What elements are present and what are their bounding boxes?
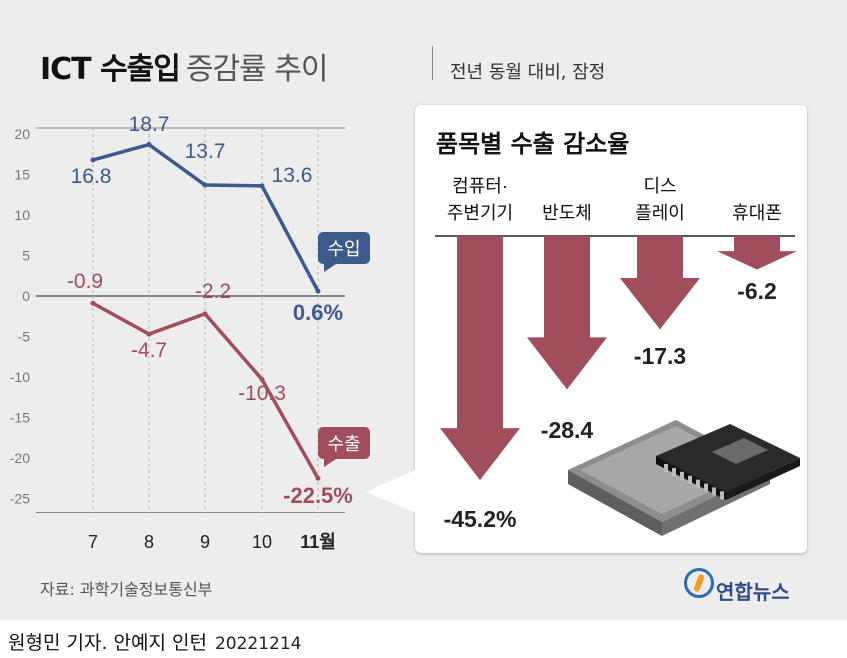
- callout-wedge: [366, 470, 415, 512]
- bar-category-label: 플레이: [635, 203, 685, 223]
- yonhap-logo-text: 연합뉴스: [716, 580, 790, 604]
- bar-arrow: [717, 236, 797, 270]
- data-point: [90, 157, 96, 163]
- data-label: -22.5%: [283, 483, 353, 508]
- bar-arrow: [620, 236, 700, 330]
- data-label: 0.6%: [293, 300, 343, 325]
- bar-arrow: [440, 236, 520, 481]
- y-tick-label: 0: [22, 288, 30, 304]
- bar-category-label: 컴퓨터·: [452, 176, 508, 196]
- bar-category-label: 반도체: [542, 203, 592, 223]
- import-series-tag-pointer: [324, 264, 336, 272]
- data-label: 16.8: [71, 165, 112, 188]
- chip-black-side-right: [726, 458, 800, 500]
- y-tick-label: 20: [14, 126, 30, 142]
- chip-pin: [720, 491, 724, 500]
- bar-value-label: -17.3: [634, 343, 686, 369]
- data-point: [146, 331, 152, 337]
- import-series-tag-box: [318, 232, 370, 264]
- chip-pin: [704, 483, 708, 492]
- chip-pin: [696, 479, 700, 488]
- x-tick-label: 9: [200, 532, 210, 552]
- chip-pin: [688, 475, 692, 484]
- bar-chart-title: 품목별 수출 감소율: [436, 130, 630, 158]
- y-tick-label: 10: [14, 207, 30, 223]
- data-label: -10.3: [238, 382, 286, 405]
- credit-names: 원형민 기자. 안예지 인턴: [8, 632, 207, 654]
- bar-value-label: -6.2: [737, 278, 777, 304]
- chart-canvas: 20 15 10 5 0 -5 -10 -15 -20 -25 7 8 9 10 11월 16.8 18.7 13…: [10, 113, 800, 552]
- chip-pin: [672, 467, 676, 476]
- x-tick-label: 11월: [300, 532, 336, 552]
- data-point: [315, 288, 321, 294]
- bar-category-label: 주변기기: [447, 203, 513, 223]
- data-point: [202, 311, 208, 317]
- chip-grey-side-left: [568, 470, 662, 536]
- chart-title: ICT 수출입 증감률 추이: [40, 44, 329, 88]
- bar-value-label: -45.2%: [444, 506, 517, 532]
- chart-subtitle: 전년 동월 대비, 잠정: [450, 62, 606, 83]
- y-tick-label: -25: [10, 491, 30, 507]
- data-label: -2.2: [195, 280, 231, 303]
- title-bold: ICT 수출입: [40, 52, 181, 87]
- data-label: 13.7: [185, 140, 226, 163]
- data-point: [146, 142, 152, 148]
- x-tick-label: 8: [144, 532, 154, 552]
- y-tick-label: -10: [10, 369, 30, 385]
- data-point: [315, 475, 321, 481]
- chip-pin: [680, 471, 684, 480]
- chip-pin: [664, 464, 668, 472]
- data-point: [202, 182, 208, 188]
- y-tick-label: -5: [18, 329, 31, 345]
- data-label: -4.7: [131, 339, 167, 362]
- y-tick-label: 5: [22, 248, 30, 264]
- data-point: [90, 300, 96, 306]
- title-divider: [432, 46, 433, 80]
- bar-arrow: [527, 236, 607, 390]
- y-tick-label: -15: [10, 410, 30, 426]
- x-tick-label: 7: [88, 532, 98, 552]
- data-point: [259, 183, 265, 189]
- import-series-tag-label: 수입: [327, 239, 360, 259]
- export-series-tag-pointer: [324, 459, 336, 467]
- bar-value-label: -28.4: [541, 417, 594, 443]
- credit-date: 20221214: [214, 634, 302, 654]
- bar-category-label: 디스: [643, 176, 676, 196]
- yonhap-logo-icon: [684, 568, 714, 598]
- export-series-tag-box: [318, 427, 370, 459]
- credit-line: 원형민 기자. 안예지 인턴 20221214: [8, 628, 302, 655]
- y-tick-label: -20: [10, 450, 30, 466]
- x-tick-label: 10: [252, 532, 272, 552]
- data-point: [259, 376, 265, 382]
- data-label: -0.9: [67, 270, 103, 293]
- data-label: 18.7: [129, 113, 170, 136]
- title-light: 증감률 추이: [185, 52, 329, 87]
- bar-category-label: 휴대폰: [732, 203, 782, 223]
- y-tick-label: 15: [14, 167, 30, 183]
- data-label: 13.6: [272, 164, 313, 187]
- source-note: 자료: 과학기술정보통신부: [40, 580, 213, 599]
- export-series-tag-label: 수출: [327, 434, 360, 454]
- chip-black-die: [712, 438, 768, 464]
- chip-pin: [712, 487, 716, 496]
